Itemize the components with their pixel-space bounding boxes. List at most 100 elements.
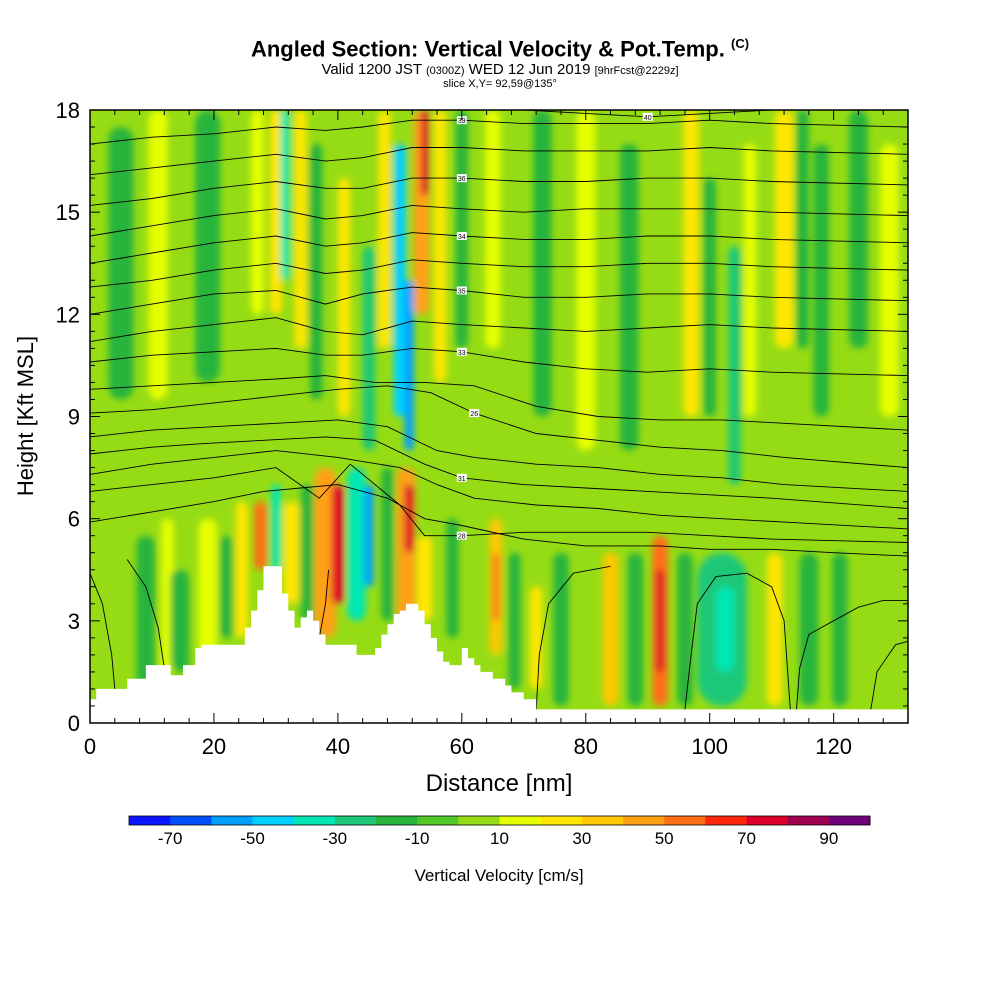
velocity-cell: [767, 552, 783, 706]
velocity-cell: [381, 467, 394, 621]
contour-label: 26: [470, 411, 478, 418]
velocity-cell: [420, 110, 429, 196]
theta-contour-low: [684, 572, 791, 710]
contour-label-bg: [456, 174, 467, 183]
velocity-cell: [108, 127, 134, 400]
contour-label-bg: [456, 232, 467, 241]
theta-contour: [90, 232, 908, 264]
y-tick-label: 18: [56, 98, 80, 123]
velocity-cell: [271, 484, 281, 570]
chart-slice-info: slice X,Y= 92,59@135°: [443, 78, 557, 90]
colorbar-tick-label: -70: [158, 829, 183, 848]
contour-label-bg: [456, 531, 467, 540]
theta-contour-low: [126, 559, 165, 669]
colorbar-swatch: [787, 816, 830, 825]
velocity-cell: [404, 484, 414, 553]
velocity-cell: [378, 110, 391, 349]
velocity-cell: [364, 484, 374, 587]
contour-label-bg: [456, 116, 467, 125]
velocity-cell: [331, 484, 345, 604]
contour-label-bg: [456, 286, 467, 295]
colorbar-tick-label: -30: [323, 829, 348, 848]
contour-label: 39: [458, 118, 466, 125]
theta-contour-low: [870, 640, 908, 710]
velocity-field: [90, 110, 899, 706]
velocity-cell: [337, 178, 351, 417]
x-tick-label: 80: [574, 734, 598, 759]
velocity-cell: [283, 501, 300, 604]
velocity-cell: [170, 569, 190, 672]
x-tick-label: 0: [84, 734, 96, 759]
plot-area: 28 31 26 33 35 34 36 39 40: [90, 110, 908, 723]
colorbar-swatch: [334, 816, 377, 825]
velocity-cell: [849, 110, 868, 349]
velocity-cell: [90, 552, 115, 689]
colorbar-swatch: [623, 816, 665, 825]
y-tick-label: 0: [68, 711, 80, 736]
velocity-cell: [416, 535, 433, 621]
velocity-cell: [533, 110, 552, 417]
theta-contour-low: [90, 573, 116, 689]
colorbar-swatch: [746, 816, 789, 825]
velocity-cell: [393, 144, 407, 417]
velocity-cell: [195, 110, 221, 383]
velocity-cell: [235, 501, 249, 638]
velocity-cell: [728, 246, 741, 485]
contour-label: 34: [458, 234, 466, 241]
velocity-cell: [300, 484, 314, 621]
y-axis-label: Height [Kft MSL]: [13, 336, 38, 496]
velocity-cell: [362, 246, 376, 451]
x-tick-label: 100: [691, 734, 728, 759]
colorbar-swatch: [211, 816, 253, 825]
contour-label: 36: [458, 176, 466, 183]
velocity-cell: [492, 552, 499, 621]
velocity-cell: [455, 110, 469, 349]
theta-contour-low: [796, 599, 908, 710]
velocity-cell: [485, 110, 501, 349]
velocity-cell: [813, 144, 829, 417]
velocity-cell: [508, 552, 521, 689]
x-tick-label: 120: [815, 734, 852, 759]
contour-label-bg: [456, 347, 467, 356]
velocity-cell: [404, 280, 414, 451]
y-tick-label: 6: [68, 507, 80, 532]
velocity-cell: [743, 144, 757, 417]
velocity-cell: [254, 501, 267, 570]
contour-label: 31: [458, 476, 466, 483]
contour-label-bg: [456, 473, 467, 482]
velocity-cell: [314, 467, 337, 638]
colorbar-swatch: [458, 816, 500, 825]
velocity-cell: [715, 586, 735, 672]
colorbar-swatch: [581, 816, 624, 825]
theta-contour: [90, 450, 908, 530]
theta-contour: [90, 347, 908, 377]
colorbar-tick-label: -10: [405, 829, 430, 848]
velocity-cell: [602, 552, 619, 706]
velocity-cell: [347, 467, 366, 621]
theta-contour: [90, 204, 908, 237]
contour-label: 35: [458, 288, 466, 295]
terrain-mask: [90, 566, 908, 723]
velocity-cell: [251, 110, 264, 315]
velocity-cell: [553, 552, 569, 706]
theta-contour: [90, 177, 908, 206]
colorbar-frame: [128, 815, 871, 826]
theta-contour-low: [318, 569, 330, 638]
velocity-cell: [627, 552, 644, 706]
theta-contour: [90, 385, 908, 469]
theta-contour: [90, 286, 908, 315]
colorbar-swatch: [376, 816, 418, 825]
velocity-cell: [832, 552, 848, 706]
colorbar-swatch: [664, 816, 706, 825]
contour-label-bg: [642, 112, 653, 121]
velocity-cell: [280, 110, 290, 281]
theta-contour: [90, 484, 908, 557]
contour-label: 40: [644, 115, 652, 122]
velocity-cell: [576, 110, 596, 451]
theta-contours: 28 31 26 33 35 34 36 39 40: [90, 110, 908, 710]
velocity-cell: [136, 535, 156, 689]
velocity-cell: [703, 178, 716, 417]
velocity-cell: [880, 144, 899, 417]
velocity-cell: [656, 569, 664, 672]
